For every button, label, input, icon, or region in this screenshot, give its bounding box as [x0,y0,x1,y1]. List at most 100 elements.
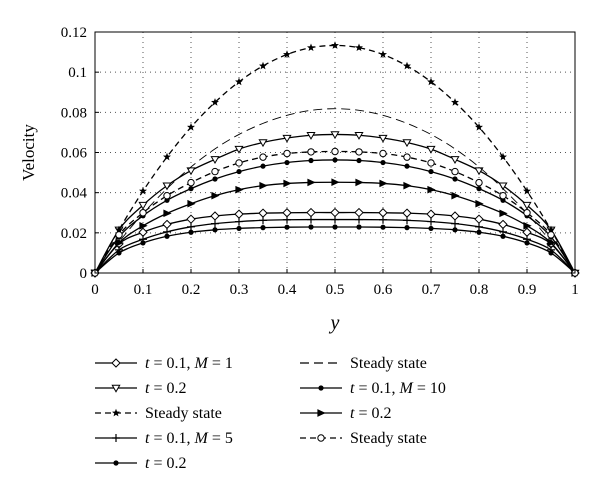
legend-label: t = 0.1, M = 1 [145,355,233,372]
legend-marker [112,408,120,417]
legend-text-part: M [193,355,209,372]
data-point [307,178,316,187]
data-point [522,227,532,237]
data-point [403,181,412,190]
data-point [355,178,364,187]
legend-item: Steady state [300,355,427,372]
data-point [523,186,531,195]
data-point [356,157,362,164]
data-point [355,215,363,224]
data-point [162,219,172,230]
series-line [94,108,576,274]
data-point [212,176,218,182]
data-point [260,225,266,231]
data-point [451,167,459,176]
legend-item: t = 0.2 [95,455,186,472]
data-point [187,122,195,131]
x-tick-label: 0.9 [518,282,537,298]
data-point [426,209,436,219]
legend-text-part: t [145,455,150,472]
data-point [499,209,508,218]
legend-text-part: M [398,380,414,397]
data-point [162,182,172,191]
data-point [403,61,411,70]
data-point [499,152,507,161]
data-point [452,227,458,233]
data-point [427,77,435,86]
data-point [331,41,339,49]
data-point [260,163,266,169]
data-point [187,222,195,231]
data-point [379,50,387,58]
data-point [307,43,315,52]
data-point [451,98,459,106]
data-point [163,209,172,218]
data-point [187,178,195,187]
data-point [500,233,506,239]
data-point [451,219,459,228]
data-point [282,134,292,143]
legend-label: t = 0.2 [145,455,186,472]
x-axis-title: y [329,312,340,334]
data-point [211,98,219,106]
legend-text-part: = 0.2 [149,455,186,472]
x-tick-label: 0.1 [134,282,153,298]
y-tick-label: 0.12 [61,25,87,41]
data-point [427,185,436,194]
data-point [427,217,435,226]
data-point [475,122,483,131]
series-9 [91,147,579,277]
legend-item: Steady state [300,430,427,447]
data-point [450,156,460,165]
data-point [212,227,218,233]
data-point [330,207,340,218]
legend-item: t = 0.1, M = 5 [95,430,233,447]
data-point [235,185,244,194]
data-point [307,148,315,156]
data-point [259,216,267,225]
data-point [523,209,531,217]
data-point [404,225,410,231]
data-point [186,214,196,224]
data-point [307,215,315,224]
data-point [452,176,458,182]
legend-label: Steady state [350,430,427,447]
data-point [236,168,242,175]
data-point [210,156,220,165]
data-point [474,214,484,224]
x-tick-label: 0.7 [422,282,441,298]
data-point [356,224,362,230]
legend-text-part: M [193,430,209,447]
data-point [138,227,148,237]
y-ticks: 0 0.02 0.04 0.06 0.08 0.1 0.12 [61,25,99,282]
data-point [283,179,292,188]
data-point [308,224,314,230]
legend-label: t = 0.1, M = 5 [145,430,233,447]
legend-text-part: t [145,355,150,372]
y-tick-label: 0.04 [61,186,88,202]
x-tick-label: 0.2 [182,282,201,298]
data-point [476,186,482,192]
legend-marker [317,434,325,442]
data-point [332,224,338,230]
data-point [499,191,507,200]
data-point [235,77,243,86]
data-point [379,179,388,188]
data-point [379,215,387,224]
data-point [378,208,388,218]
legend-marker [112,434,120,442]
legend-text-part: Steady state [145,405,222,422]
data-point [235,217,243,226]
legend-marker [318,385,324,391]
data-point [427,159,435,167]
series-7 [92,224,578,276]
legend-marker [111,358,121,368]
legend-label: Steady state [350,355,427,372]
series-layer [90,41,580,278]
data-point [379,149,387,158]
x-tick-label: 0.8 [470,282,489,298]
data-point [548,250,554,256]
legend-item: t = 0.1, M = 1 [95,355,233,372]
data-point [258,139,268,148]
